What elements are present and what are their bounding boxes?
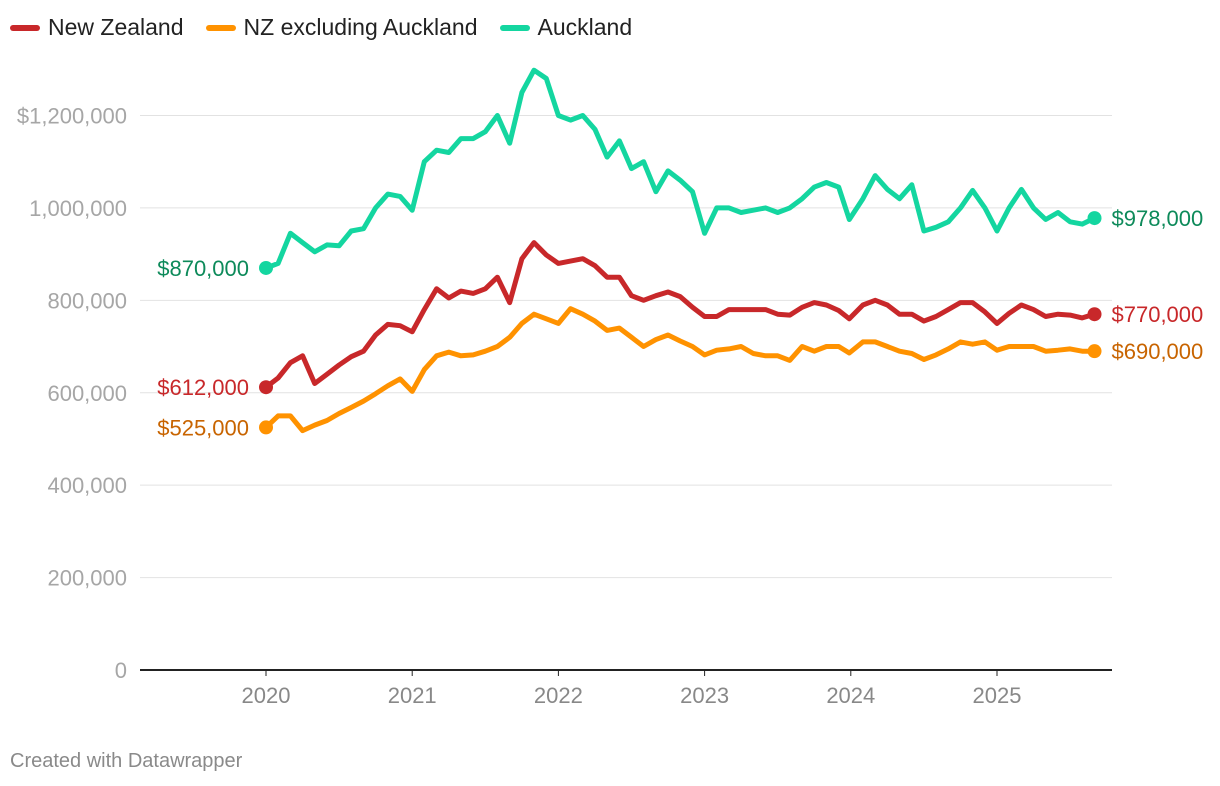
series-end-point-new-zealand bbox=[1087, 307, 1102, 322]
x-tick-label: 2023 bbox=[680, 683, 729, 708]
legend-item-auckland: Auckland bbox=[499, 14, 633, 41]
series-start-label-nz-excluding-auckland: $525,000 bbox=[157, 415, 249, 440]
y-tick-label: 600,000 bbox=[47, 381, 127, 406]
x-tick-label: 2024 bbox=[826, 683, 875, 708]
legend-swatch-new-zealand bbox=[10, 24, 40, 31]
y-tick-label: 0 bbox=[115, 658, 127, 683]
series-end-point-nz-excluding-auckland bbox=[1087, 344, 1102, 359]
footer-credit: Created with Datawrapper bbox=[10, 750, 243, 772]
legend-item-nz-excluding-auckland: NZ excluding Auckland bbox=[205, 14, 478, 41]
y-tick-label: 200,000 bbox=[47, 566, 127, 591]
series-start-label-new-zealand: $612,000 bbox=[157, 375, 249, 400]
series-start-point-new-zealand bbox=[259, 380, 273, 395]
series-start-point-auckland bbox=[259, 260, 273, 275]
x-tick-label: 2021 bbox=[388, 683, 437, 708]
y-tick-label: 1,000,000 bbox=[29, 196, 127, 221]
series-end-point-auckland bbox=[1087, 211, 1102, 226]
series-end-label-new-zealand: $770,000 bbox=[1112, 302, 1204, 327]
series-end-label-nz-excluding-auckland: $690,000 bbox=[1112, 339, 1204, 364]
x-tick-label: 2022 bbox=[534, 683, 583, 708]
series-end-label-auckland: $978,000 bbox=[1112, 206, 1204, 231]
y-tick-label: 800,000 bbox=[47, 288, 127, 313]
legend-label-new-zealand: New Zealand bbox=[48, 14, 184, 40]
x-tick-label: 2020 bbox=[242, 683, 291, 708]
chart-legend: New Zealand NZ excluding Auckland Auckla… bbox=[10, 14, 632, 41]
series-line-new-zealand bbox=[263, 240, 1097, 390]
legend-swatch-nz-excluding-auckland bbox=[205, 24, 236, 31]
legend-label-auckland: Auckland bbox=[537, 14, 633, 40]
y-tick-label: 400,000 bbox=[47, 473, 127, 498]
series-line-nz-excluding-auckland bbox=[263, 306, 1097, 434]
legend-swatch-auckland bbox=[499, 24, 530, 31]
x-tick-label: 2025 bbox=[973, 683, 1022, 708]
legend-item-new-zealand: New Zealand bbox=[10, 14, 184, 41]
y-tick-label: $1,200,000 bbox=[17, 104, 127, 129]
series-start-label-auckland: $870,000 bbox=[157, 256, 249, 281]
series-line-auckland bbox=[263, 67, 1097, 271]
legend-label-nz-excluding-auckland: NZ excluding Auckland bbox=[243, 14, 478, 40]
series-start-point-nz-excluding-auckland bbox=[259, 420, 273, 435]
